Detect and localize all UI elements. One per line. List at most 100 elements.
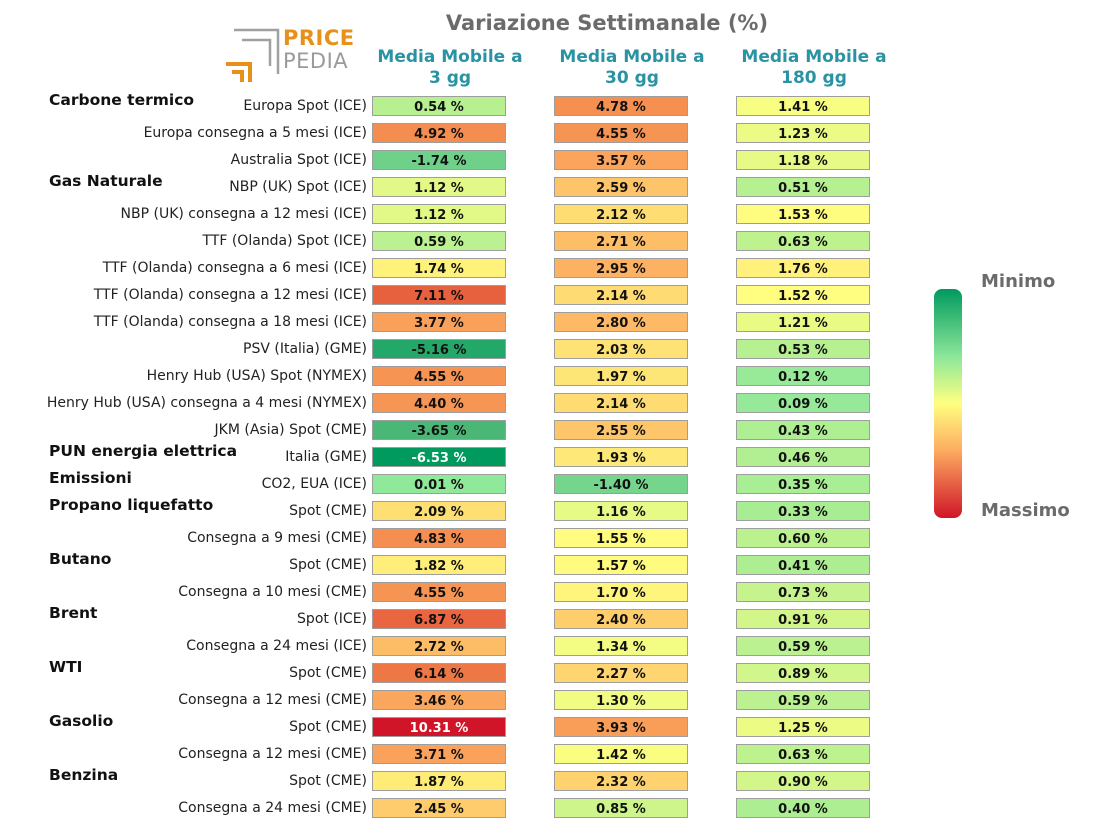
heatmap-cell: 0.33 % [736,501,870,521]
group-label: Gas Naturale [49,172,163,190]
group-label: Emissioni [49,469,132,487]
heatmap-cell: 1.57 % [554,555,688,575]
heatmap-cell: 0.90 % [736,771,870,791]
row-label: Spot (CME) [289,665,367,681]
row-label: Spot (CME) [289,503,367,519]
heatmap-cell: 0.60 % [736,528,870,548]
pricepedia-logo: PRICE PEDIA [224,26,354,86]
heatmap-cell: 1.55 % [554,528,688,548]
heatmap-cell: 2.59 % [554,177,688,197]
heatmap-cell: 1.52 % [736,285,870,305]
heatmap-cell: 2.55 % [554,420,688,440]
heatmap-cell: 0.91 % [736,609,870,629]
heatmap-cell: 2.14 % [554,285,688,305]
heatmap-cell: 0.73 % [736,582,870,602]
heatmap-cell: 1.23 % [736,123,870,143]
row-label: CO2, EUA (ICE) [261,476,367,492]
row-label: Consegna a 24 mesi (CME) [178,800,367,816]
heatmap-cell: 3.46 % [372,690,506,710]
legend-max-label: Massimo [981,500,1070,521]
legend-min-label: Minimo [981,271,1056,292]
heatmap-cell: 1.93 % [554,447,688,467]
heatmap-cell: 2.03 % [554,339,688,359]
row-label: Spot (CME) [289,719,367,735]
group-label: Propano liquefatto [49,496,214,514]
column-header-30gg: Media Mobile a 30 gg [559,47,705,88]
heatmap-cell: 1.30 % [554,690,688,710]
heatmap-cell: -1.74 % [372,150,506,170]
heatmap-cell: 0.51 % [736,177,870,197]
row-label: Henry Hub (USA) consegna a 4 mesi (NYMEX… [46,395,367,411]
heatmap-cell: 0.53 % [736,339,870,359]
row-label: TTF (Olanda) Spot (ICE) [202,233,367,249]
heatmap-cell: 1.25 % [736,717,870,737]
heatmap-cell: 0.59 % [736,690,870,710]
heatmap-cell: 2.80 % [554,312,688,332]
heatmap-cell: 0.54 % [372,96,506,116]
heatmap-cell: 0.35 % [736,474,870,494]
row-label: JKM (Asia) Spot (CME) [214,422,367,438]
column-header-180gg: Media Mobile a 180 gg [741,47,887,88]
heatmap-cell: 0.59 % [372,231,506,251]
logo-mark-icon [226,28,280,82]
row-label: Spot (CME) [289,557,367,573]
heatmap-cell: 0.59 % [736,636,870,656]
row-label: TTF (Olanda) consegna a 12 mesi (ICE) [93,287,367,303]
heatmap-cell: 3.71 % [372,744,506,764]
row-label: Australia Spot (ICE) [230,152,367,168]
heatmap-cell: 10.31 % [372,717,506,737]
heatmap-cell: 0.63 % [736,231,870,251]
row-label: TTF (Olanda) consegna a 18 mesi (ICE) [93,314,367,330]
row-label: Europa consegna a 5 mesi (ICE) [143,125,367,141]
group-label: Gasolio [49,712,114,730]
heatmap-cell: 0.46 % [736,447,870,467]
row-label: NBP (UK) consegna a 12 mesi (ICE) [120,206,367,222]
logo-text-pedia: PEDIA [283,49,349,73]
chart-title: Variazione Settimanale (%) [445,11,769,35]
row-label: TTF (Olanda) consegna a 6 mesi (ICE) [102,260,367,276]
heatmap-cell: 1.53 % [736,204,870,224]
heatmap-cell: 4.40 % [372,393,506,413]
heatmap-cell: 2.32 % [554,771,688,791]
row-label: Europa Spot (ICE) [243,98,367,114]
heatmap-cell: 4.55 % [372,366,506,386]
heatmap-cell: 0.41 % [736,555,870,575]
heatmap-cell: 0.40 % [736,798,870,818]
heatmap-cell: 2.12 % [554,204,688,224]
heatmap-cell: 0.43 % [736,420,870,440]
row-label: Consegna a 9 mesi (CME) [187,530,367,546]
heatmap-cell: 4.78 % [554,96,688,116]
heatmap-cell: 1.16 % [554,501,688,521]
heatmap-cell: 1.74 % [372,258,506,278]
logo-text-price: PRICE [283,26,355,50]
heatmap-cell: 3.77 % [372,312,506,332]
color-scale-legend [934,289,962,518]
heatmap-cell: 0.01 % [372,474,506,494]
group-label: PUN energia elettrica [49,442,238,460]
heatmap-cell: 1.97 % [554,366,688,386]
heatmap-cell: 1.12 % [372,204,506,224]
heatmap-cell: 1.12 % [372,177,506,197]
group-label: Butano [49,550,112,568]
heatmap-cell: 0.85 % [554,798,688,818]
row-label: Spot (ICE) [297,611,367,627]
heatmap-cell: 4.55 % [554,123,688,143]
heatmap-cell: 2.45 % [372,798,506,818]
group-label: WTI [49,658,83,676]
heatmap-cell: 2.95 % [554,258,688,278]
heatmap-cell: -5.16 % [372,339,506,359]
row-label: Consegna a 12 mesi (CME) [178,746,367,762]
row-label: Consegna a 24 mesi (ICE) [186,638,367,654]
row-label: Spot (CME) [289,773,367,789]
heatmap-cell: 1.76 % [736,258,870,278]
heatmap-cell: 3.57 % [554,150,688,170]
heatmap-cell: 4.92 % [372,123,506,143]
heatmap-cell: 6.14 % [372,663,506,683]
heatmap-cell: 6.87 % [372,609,506,629]
heatmap-cell: 1.41 % [736,96,870,116]
row-label: NBP (UK) Spot (ICE) [229,179,367,195]
heatmap-cell: 2.71 % [554,231,688,251]
row-label: Henry Hub (USA) Spot (NYMEX) [146,368,367,384]
row-label: PSV (Italia) (GME) [243,341,367,357]
